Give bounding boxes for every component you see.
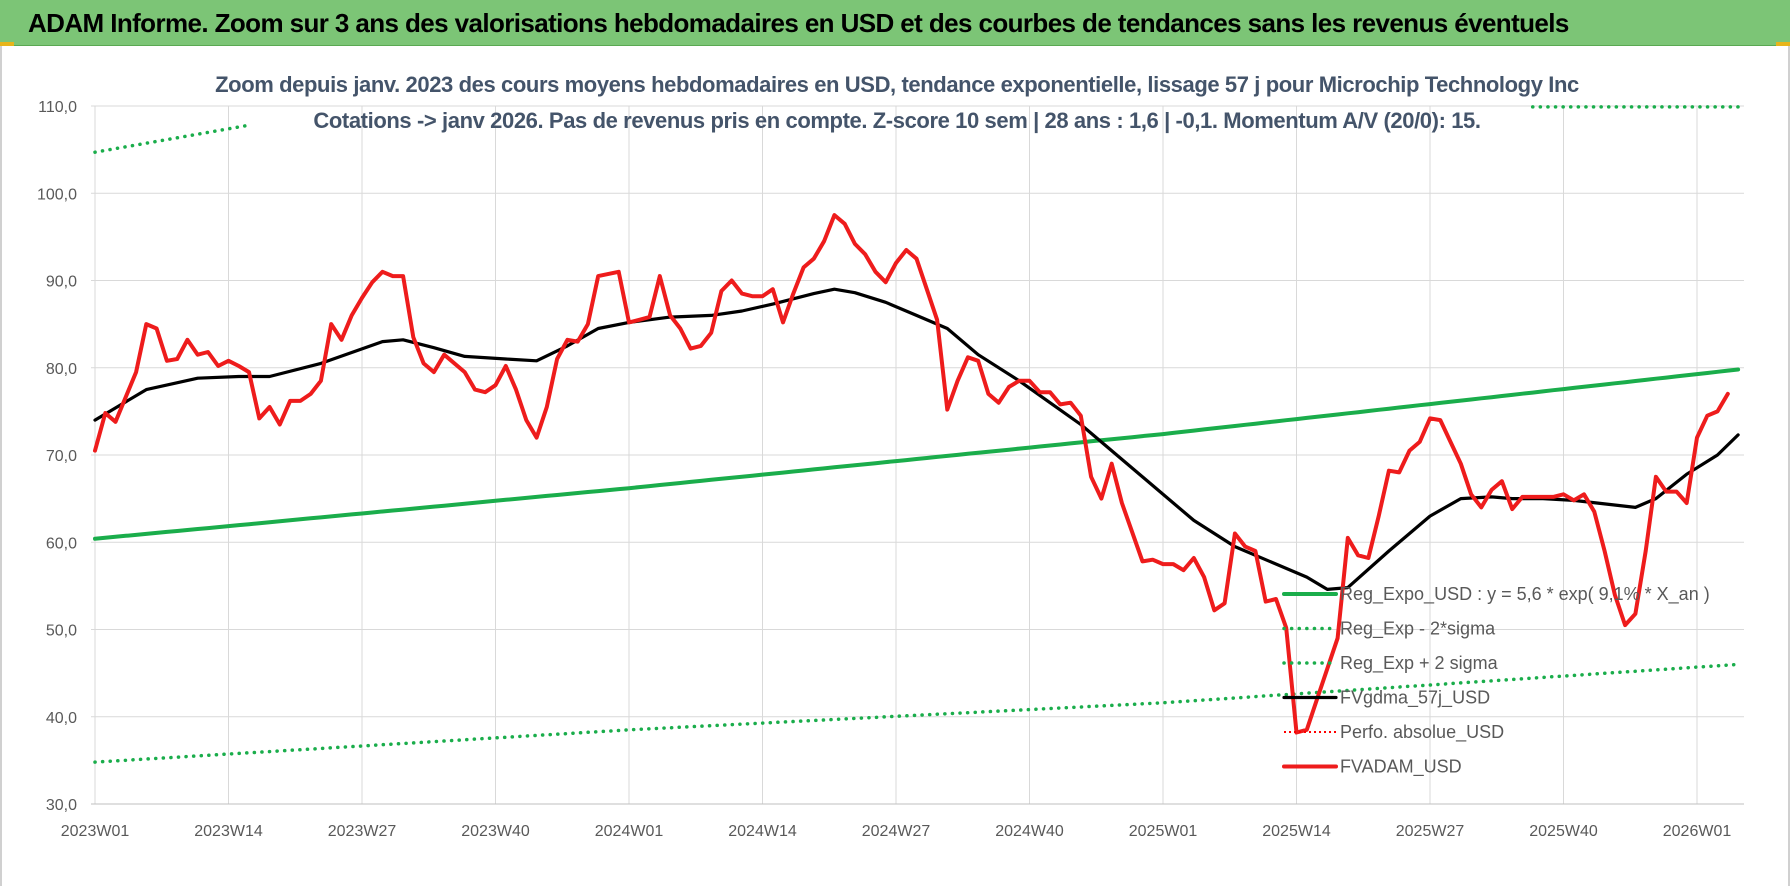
corner-accent [0, 42, 14, 46]
y-tick-label: 50,0 [46, 623, 77, 640]
legend-label: FVADAM_USD [1340, 757, 1462, 778]
chart-area: 30,0 40,0 50,0 60,0 70,0 80,0 90,0 100,0 110,0 20… [0, 46, 1790, 886]
x-tick-label: 2025W27 [1396, 823, 1465, 840]
y-tick-label: 80,0 [46, 361, 77, 378]
report-banner: ADAM Informe. Zoom sur 3 ans des valoris… [0, 0, 1790, 46]
corner-accent [1776, 42, 1790, 46]
series-line-0 [93, 367, 1741, 541]
x-tick-label: 2024W40 [995, 823, 1064, 840]
chart-title: Zoom depuis janv. 2023 des cours moyens … [215, 72, 1579, 97]
y-tick-label: 110,0 [38, 99, 77, 116]
series-line-1 [93, 662, 1740, 764]
legend-label: Reg_Exp + 2 sigma [1340, 653, 1499, 674]
x-tick-label: 2023W40 [461, 823, 530, 840]
x-tick-label: 2024W27 [862, 823, 931, 840]
banner-title: ADAM Informe. Zoom sur 3 ans des valoris… [28, 8, 1569, 38]
x-tick-label: 2025W01 [1129, 823, 1198, 840]
series-line-5 [93, 213, 1730, 735]
legend-label: Perfo. absolue_USD [1340, 722, 1504, 743]
y-tick-label: 70,0 [46, 448, 77, 465]
x-tick-label: 2025W14 [1262, 823, 1331, 840]
chart-subtitle: Cotations -> janv 2026. Pas de revenus p… [313, 108, 1481, 133]
line-chart: 30,0 40,0 50,0 60,0 70,0 80,0 90,0 100,0 110,0 20… [37, 99, 1744, 840]
y-tick-label: 100,0 [37, 186, 77, 203]
x-tick-label: 2023W14 [194, 823, 263, 840]
x-tick-label: 2024W01 [595, 823, 664, 840]
x-tick-label: 2026W01 [1663, 823, 1732, 840]
legend-label: Reg_Exp - 2*sigma [1340, 619, 1496, 640]
legend-label: FVgdma_57j_USD [1340, 688, 1490, 709]
x-tick-label: 2025W40 [1529, 823, 1598, 840]
y-tick-label: 40,0 [46, 710, 77, 727]
x-tick-label: 2024W14 [728, 823, 797, 840]
legend-label: Reg_Expo_USD : y = 5,6 * exp( 9,1% * X_a… [1340, 584, 1710, 605]
series-line-2 [93, 123, 251, 154]
y-tick-label: 30,0 [46, 797, 77, 814]
y-tick-label: 60,0 [46, 535, 77, 552]
x-tick-label: 2023W01 [61, 823, 130, 840]
series-line-3 [93, 287, 1740, 591]
x-tick-label: 2023W27 [328, 823, 397, 840]
y-tick-label: 90,0 [46, 274, 77, 291]
